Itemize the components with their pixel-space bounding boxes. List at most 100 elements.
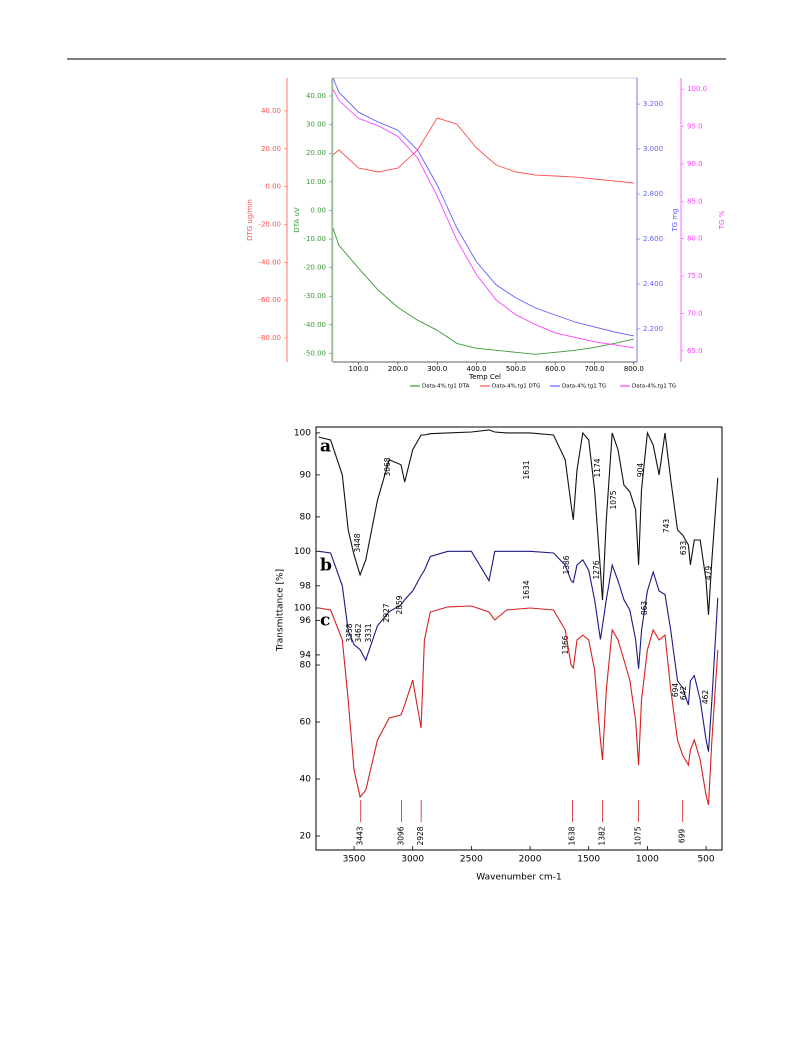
x-tick-label: 800.0 xyxy=(624,365,644,373)
peak-label: 863 xyxy=(640,601,649,616)
peak-label: 3358 xyxy=(345,623,354,642)
plot-frame xyxy=(315,426,723,851)
peak-label: 642 xyxy=(679,686,688,701)
peak-marker-label: 3096 xyxy=(396,826,405,845)
x-tick-label: 200.0 xyxy=(388,365,408,373)
peak-label: 2927 xyxy=(382,603,391,622)
peak-label: 1386 xyxy=(562,555,571,574)
y-tick-label: 95.0 xyxy=(687,123,703,131)
y-tick-label: -20.00 xyxy=(303,264,326,272)
y-tick-label: 80 xyxy=(300,661,312,671)
peak-label: 904 xyxy=(636,463,645,478)
peak-label: 3068 xyxy=(383,457,392,476)
legend-label: Data-4%.tg1 TG xyxy=(632,384,676,390)
x-axis-title: Temp Cel xyxy=(468,373,501,381)
y-tick-label: 2.200 xyxy=(643,325,663,333)
y-tick-label: 100 xyxy=(294,604,311,614)
y-tick-label: -20.00 xyxy=(258,220,281,228)
x-tick-label: 700.0 xyxy=(585,365,605,373)
x-axis-title: Wavenumber cm-1 xyxy=(476,873,561,883)
y-tick-label: -60.00 xyxy=(258,296,281,304)
y-tick-label: 100.0 xyxy=(687,85,707,93)
y-tick-label: 20.00 xyxy=(306,149,326,157)
x-tick-label: 2000 xyxy=(519,855,542,865)
y-axis-title: Transmittance [%] xyxy=(276,569,286,652)
data-line xyxy=(332,117,634,184)
peak-label: 1174 xyxy=(593,458,602,477)
y-tick-label: 0.00 xyxy=(265,183,281,191)
y-tick-label: 2.600 xyxy=(643,235,663,243)
peak-marker-label: 1382 xyxy=(598,826,607,845)
y-tick-label: 20.00 xyxy=(261,145,281,153)
peak-label: 1634 xyxy=(522,580,531,599)
y-tick-label: 20 xyxy=(300,832,312,842)
x-tick-label: 500.0 xyxy=(506,365,526,373)
y-tick-label: 80.0 xyxy=(687,235,703,243)
peak-label: 479 xyxy=(704,566,713,581)
y-tick-label: 2.800 xyxy=(643,190,663,198)
y-tick-label: -10.00 xyxy=(303,235,326,243)
y-tick-label: 98 xyxy=(300,581,312,591)
peak-label: 1276 xyxy=(592,560,601,579)
x-tick-label: 600.0 xyxy=(545,365,565,373)
y-tick-label: 80 xyxy=(300,512,312,522)
y-tick-label: 3.000 xyxy=(643,145,663,153)
y-tick-label: 40.00 xyxy=(306,92,326,100)
y-axis-title: DTG ug/min xyxy=(246,199,254,241)
y-tick-label: -30.00 xyxy=(303,292,326,300)
x-tick-label: 2500 xyxy=(460,855,483,865)
peak-marker-label: 1075 xyxy=(634,826,643,845)
y-axis-title: TG mg xyxy=(671,208,679,232)
peak-label: 3331 xyxy=(364,623,373,642)
y-tick-label: 3.200 xyxy=(643,100,663,108)
y-tick-label: 60 xyxy=(300,718,312,728)
peak-label: 1366 xyxy=(561,635,570,654)
y-tick-label: 70.0 xyxy=(687,309,703,317)
y-tick-label: 100 xyxy=(294,547,311,557)
data-line xyxy=(332,77,634,337)
legend-label: Data-4%.tg1 DTA xyxy=(422,384,470,390)
peak-label: 1631 xyxy=(522,460,531,479)
y-tick-label: -40.00 xyxy=(258,258,281,266)
y-axis-title: DTA uV xyxy=(293,207,301,233)
spectrum-line xyxy=(318,605,719,806)
y-tick-label: -50.00 xyxy=(303,349,326,357)
y-tick-label: 65.0 xyxy=(687,347,703,355)
y-tick-label: 90 xyxy=(300,470,312,480)
x-tick-label: 3500 xyxy=(343,855,366,865)
peak-label: 3462 xyxy=(354,623,363,642)
y-tick-label: 75.0 xyxy=(687,272,703,280)
peak-label: 633 xyxy=(679,541,688,556)
peak-label: 2859 xyxy=(395,595,404,614)
spectrum-line xyxy=(318,429,719,615)
peak-label: 462 xyxy=(701,690,710,705)
y-tick-label: -80.00 xyxy=(258,334,281,342)
peak-marker-label: 699 xyxy=(678,829,687,844)
peak-label: 743 xyxy=(662,519,671,534)
y-tick-label: 90.0 xyxy=(687,160,703,168)
x-tick-label: 1500 xyxy=(577,855,600,865)
x-tick-label: 300.0 xyxy=(427,365,447,373)
peak-label: 694 xyxy=(671,683,680,698)
y-tick-label: 40 xyxy=(300,775,312,785)
x-tick-label: 3000 xyxy=(401,855,424,865)
peak-marker-label: 2928 xyxy=(416,826,425,845)
y-tick-label: -40.00 xyxy=(303,321,326,329)
legend-label: Data-4%.tg1 TG xyxy=(562,384,606,390)
series-letter: a xyxy=(320,437,331,457)
y-axis-title: TG % xyxy=(718,210,726,230)
y-tick-label: 96 xyxy=(300,616,312,626)
peak-marker-label: 3443 xyxy=(356,826,365,845)
y-tick-label: 94 xyxy=(300,650,312,660)
y-tick-label: 0.00 xyxy=(310,206,326,214)
x-tick-label: 400.0 xyxy=(467,365,487,373)
spectrum-line xyxy=(318,550,719,752)
y-tick-label: 30.00 xyxy=(306,121,326,129)
series-letter: c xyxy=(320,611,330,631)
data-line xyxy=(332,88,634,349)
y-tick-label: 2.400 xyxy=(643,280,663,288)
y-tick-label: 40.00 xyxy=(261,107,281,115)
y-tick-label: 100 xyxy=(294,428,311,438)
